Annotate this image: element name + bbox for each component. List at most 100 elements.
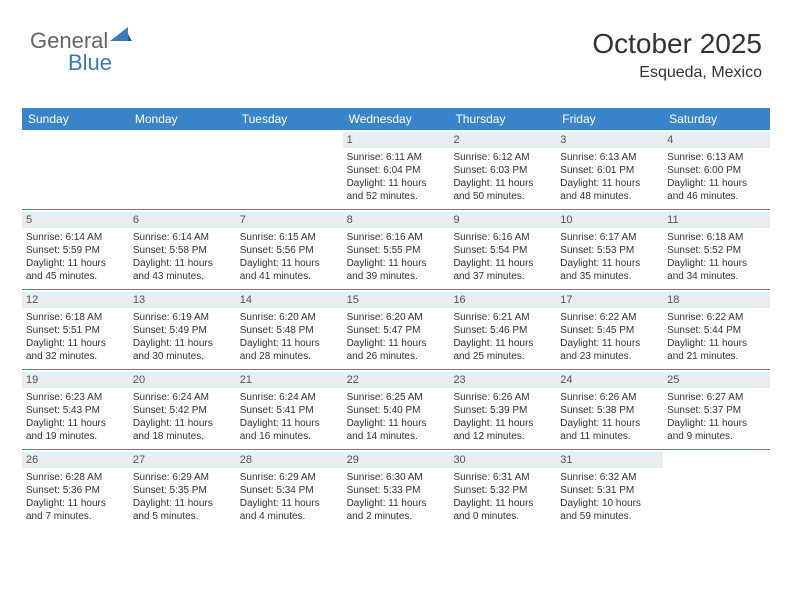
day-cell: 19Sunrise: 6:23 AMSunset: 5:43 PMDayligh… bbox=[22, 370, 129, 449]
day-details: Sunrise: 6:15 AMSunset: 5:56 PMDaylight:… bbox=[240, 231, 339, 283]
day-details: Sunrise: 6:12 AMSunset: 6:03 PMDaylight:… bbox=[453, 151, 552, 203]
day-details: Sunrise: 6:32 AMSunset: 5:31 PMDaylight:… bbox=[560, 471, 659, 523]
day-cell: 6 Sunrise: 6:14 AMSunset: 5:58 PMDaylight… bbox=[129, 210, 236, 289]
dayheader-thu: Thursday bbox=[449, 108, 556, 130]
week-row: 19Sunrise: 6:23 AMSunset: 5:43 PMDayligh… bbox=[22, 369, 770, 449]
day-number: 7 bbox=[236, 212, 343, 228]
day-number: 24 bbox=[556, 372, 663, 388]
day-details: Sunrise: 6:20 AMSunset: 5:48 PMDaylight:… bbox=[240, 311, 339, 363]
day-cell bbox=[129, 130, 236, 209]
day-number: 25 bbox=[663, 372, 770, 388]
day-number: 6 bbox=[129, 212, 236, 228]
day-details: Sunrise: 6:22 AMSunset: 5:44 PMDaylight:… bbox=[667, 311, 766, 363]
week-row: 12 Sunrise: 6:18 AMSunset: 5:51 PMDayligh… bbox=[22, 289, 770, 369]
day-details: Sunrise: 6:18 AMSunset: 5:51 PMDaylight:… bbox=[26, 311, 125, 363]
day-cell bbox=[22, 130, 129, 209]
week-row: 5 Sunrise: 6:14 AMSunset: 5:59 PMDaylight… bbox=[22, 209, 770, 289]
dayheader-wed: Wednesday bbox=[343, 108, 450, 130]
day-details: Sunrise: 6:30 AMSunset: 5:33 PMDaylight:… bbox=[347, 471, 446, 523]
dayheader-tue: Tuesday bbox=[236, 108, 343, 130]
day-number: 16 bbox=[449, 292, 556, 308]
day-number: 27 bbox=[129, 452, 236, 468]
location-text: Esqueda, Mexico bbox=[592, 64, 762, 82]
day-number: 29 bbox=[343, 452, 450, 468]
day-details: Sunrise: 6:13 AMSunset: 6:00 PMDaylight:… bbox=[667, 151, 766, 203]
dayheader-sun: Sunday bbox=[22, 108, 129, 130]
day-cell: 30 Sunrise: 6:31 AMSunset: 5:32 PMDayligh… bbox=[449, 450, 556, 529]
day-cell bbox=[236, 130, 343, 209]
day-cell: 22Sunrise: 6:25 AMSunset: 5:40 PMDayligh… bbox=[343, 370, 450, 449]
day-number: 5 bbox=[22, 212, 129, 228]
day-details: Sunrise: 6:26 AMSunset: 5:38 PMDaylight:… bbox=[560, 391, 659, 443]
day-details: Sunrise: 6:14 AMSunset: 5:59 PMDaylight:… bbox=[26, 231, 125, 283]
day-cell: 16 Sunrise: 6:21 AMSunset: 5:46 PMDayligh… bbox=[449, 290, 556, 369]
day-number: 11 bbox=[663, 212, 770, 228]
day-number: 23 bbox=[449, 372, 556, 388]
day-number: 8 bbox=[343, 212, 450, 228]
day-cell: 14 Sunrise: 6:20 AMSunset: 5:48 PMDayligh… bbox=[236, 290, 343, 369]
day-number: 9 bbox=[449, 212, 556, 228]
dayheader-sat: Saturday bbox=[663, 108, 770, 130]
day-number: 14 bbox=[236, 292, 343, 308]
logo-triangle-icon bbox=[110, 21, 132, 47]
day-details: Sunrise: 6:28 AMSunset: 5:36 PMDaylight:… bbox=[26, 471, 125, 523]
day-cell: 12 Sunrise: 6:18 AMSunset: 5:51 PMDayligh… bbox=[22, 290, 129, 369]
header: October 2025 Esqueda, Mexico bbox=[592, 28, 762, 82]
day-details: Sunrise: 6:16 AMSunset: 5:54 PMDaylight:… bbox=[453, 231, 552, 283]
day-details: Sunrise: 6:11 AMSunset: 6:04 PMDaylight:… bbox=[347, 151, 446, 203]
day-details: Sunrise: 6:29 AMSunset: 5:35 PMDaylight:… bbox=[133, 471, 232, 523]
day-details: Sunrise: 6:22 AMSunset: 5:45 PMDaylight:… bbox=[560, 311, 659, 363]
day-cell: 27 Sunrise: 6:29 AMSunset: 5:35 PMDayligh… bbox=[129, 450, 236, 529]
day-cell: 2 Sunrise: 6:12 AMSunset: 6:03 PMDaylight… bbox=[449, 130, 556, 209]
day-number: 17 bbox=[556, 292, 663, 308]
day-number: 15 bbox=[343, 292, 450, 308]
day-cell: 3Sunrise: 6:13 AMSunset: 6:01 PMDaylight… bbox=[556, 130, 663, 209]
week-row: 1 Sunrise: 6:11 AMSunset: 6:04 PMDaylight… bbox=[22, 130, 770, 209]
day-number: 21 bbox=[236, 372, 343, 388]
day-number: 2 bbox=[449, 132, 556, 148]
day-cell: 29 Sunrise: 6:30 AMSunset: 5:33 PMDayligh… bbox=[343, 450, 450, 529]
day-cell: 24 Sunrise: 6:26 AMSunset: 5:38 PMDayligh… bbox=[556, 370, 663, 449]
day-number: 13 bbox=[129, 292, 236, 308]
logo: General Blue bbox=[30, 28, 132, 54]
dayheader-fri: Friday bbox=[556, 108, 663, 130]
day-details: Sunrise: 6:18 AMSunset: 5:52 PMDaylight:… bbox=[667, 231, 766, 283]
day-details: Sunrise: 6:24 AMSunset: 5:42 PMDaylight:… bbox=[133, 391, 232, 443]
dayheader-row: Sunday Monday Tuesday Wednesday Thursday… bbox=[22, 108, 770, 130]
day-details: Sunrise: 6:19 AMSunset: 5:49 PMDaylight:… bbox=[133, 311, 232, 363]
day-details: Sunrise: 6:29 AMSunset: 5:34 PMDaylight:… bbox=[240, 471, 339, 523]
day-cell: 17 Sunrise: 6:22 AMSunset: 5:45 PMDayligh… bbox=[556, 290, 663, 369]
day-cell: 23 Sunrise: 6:26 AMSunset: 5:39 PMDayligh… bbox=[449, 370, 556, 449]
week-row: 26Sunrise: 6:28 AMSunset: 5:36 PMDayligh… bbox=[22, 449, 770, 529]
day-number: 20 bbox=[129, 372, 236, 388]
day-number: 1 bbox=[343, 132, 450, 148]
day-cell: 8Sunrise: 6:16 AMSunset: 5:55 PMDaylight… bbox=[343, 210, 450, 289]
day-details: Sunrise: 6:25 AMSunset: 5:40 PMDaylight:… bbox=[347, 391, 446, 443]
logo-text-blue: Blue bbox=[68, 50, 112, 76]
day-details: Sunrise: 6:20 AMSunset: 5:47 PMDaylight:… bbox=[347, 311, 446, 363]
calendar: Sunday Monday Tuesday Wednesday Thursday… bbox=[22, 108, 770, 529]
day-details: Sunrise: 6:13 AMSunset: 6:01 PMDaylight:… bbox=[560, 151, 659, 203]
day-cell: 25Sunrise: 6:27 AMSunset: 5:37 PMDayligh… bbox=[663, 370, 770, 449]
day-details: Sunrise: 6:21 AMSunset: 5:46 PMDaylight:… bbox=[453, 311, 552, 363]
day-cell bbox=[663, 450, 770, 529]
day-cell: 28Sunrise: 6:29 AMSunset: 5:34 PMDayligh… bbox=[236, 450, 343, 529]
day-cell: 18 Sunrise: 6:22 AMSunset: 5:44 PMDayligh… bbox=[663, 290, 770, 369]
dayheader-mon: Monday bbox=[129, 108, 236, 130]
day-cell: 13 Sunrise: 6:19 AMSunset: 5:49 PMDayligh… bbox=[129, 290, 236, 369]
day-number: 19 bbox=[22, 372, 129, 388]
day-cell: 5 Sunrise: 6:14 AMSunset: 5:59 PMDaylight… bbox=[22, 210, 129, 289]
day-details: Sunrise: 6:17 AMSunset: 5:53 PMDaylight:… bbox=[560, 231, 659, 283]
day-cell: 11 Sunrise: 6:18 AMSunset: 5:52 PMDayligh… bbox=[663, 210, 770, 289]
day-number: 30 bbox=[449, 452, 556, 468]
day-number: 31 bbox=[556, 452, 663, 468]
day-cell: 7 Sunrise: 6:15 AMSunset: 5:56 PMDaylight… bbox=[236, 210, 343, 289]
day-cell: 15 Sunrise: 6:20 AMSunset: 5:47 PMDayligh… bbox=[343, 290, 450, 369]
day-number: 12 bbox=[22, 292, 129, 308]
weeks-container: 1 Sunrise: 6:11 AMSunset: 6:04 PMDaylight… bbox=[22, 130, 770, 529]
day-details: Sunrise: 6:31 AMSunset: 5:32 PMDaylight:… bbox=[453, 471, 552, 523]
day-number: 4 bbox=[663, 132, 770, 148]
day-details: Sunrise: 6:14 AMSunset: 5:58 PMDaylight:… bbox=[133, 231, 232, 283]
day-number: 18 bbox=[663, 292, 770, 308]
day-details: Sunrise: 6:26 AMSunset: 5:39 PMDaylight:… bbox=[453, 391, 552, 443]
